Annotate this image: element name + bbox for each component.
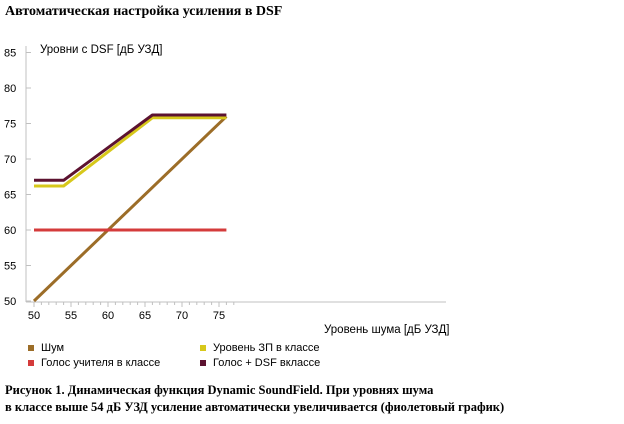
legend-item: Голос + DSF вклассе — [200, 357, 320, 369]
legend-swatch — [28, 360, 34, 366]
y-tick-label: 80 — [4, 83, 16, 95]
legend-swatch — [200, 345, 206, 351]
chart-heading: Автоматическая настройка усиления в DSF — [5, 4, 283, 19]
legend-item: Голос учителя в классе — [28, 357, 160, 369]
x-tick-label: 55 — [65, 310, 77, 322]
legend-label: Голос + DSF вклассе — [213, 357, 320, 369]
x-tick-label: 50 — [28, 310, 40, 322]
y-tick-label: 50 — [4, 296, 16, 308]
legend-item: Шум — [28, 342, 64, 354]
series-group — [32, 113, 228, 303]
x-axis-label: Уровень шума [дБ УЗД] — [324, 324, 449, 336]
x-tick-label: 65 — [139, 310, 151, 322]
legend-item: Уровень ЗП в классе — [200, 342, 320, 354]
y-tick-label: 65 — [4, 190, 16, 202]
legend-label: Уровень ЗП в классе — [213, 342, 320, 354]
y-tick-label: 70 — [4, 154, 16, 166]
legend-swatch — [200, 360, 206, 366]
plot-area — [25, 46, 446, 303]
x-tick-group: 50 55 60 65 70 75 — [28, 302, 235, 322]
x-tick-label: 60 — [102, 310, 114, 322]
line-chart: 50 55 60 65 70 75 80 85 50 55 60 65 70 75 Уровни с D… — [4, 44, 449, 369]
y-tick-label: 55 — [4, 261, 16, 273]
x-tick-label: 75 — [213, 310, 225, 322]
y-tick-label: 75 — [4, 119, 16, 131]
legend-label: Шум — [41, 342, 64, 354]
y-tick-label: 60 — [4, 225, 16, 237]
series-line-1 — [32, 115, 228, 303]
series-line-4 — [34, 113, 227, 182]
legend-swatch — [28, 345, 34, 351]
caption-line-2: в классе выше 54 дБ УЗД усиление автомат… — [5, 400, 505, 414]
y-axis-label: Уровни с DSF [дБ УЗД] — [40, 44, 162, 56]
y-tick-group: 50 55 60 65 70 75 80 85 — [4, 48, 31, 308]
legend-label: Голос учителя в классе — [41, 357, 160, 369]
y-tick-label: 85 — [4, 48, 16, 60]
series-line-2 — [34, 116, 227, 188]
figure-caption: Рисунок 1. Динамическая функция Dynamic … — [5, 382, 620, 416]
legend: Шум Уровень ЗП в классе Голос учителя в кл… — [28, 342, 320, 369]
x-tick-label: 70 — [176, 310, 188, 322]
caption-line-1: Рисунок 1. Динамическая функция Dynamic … — [5, 383, 434, 397]
